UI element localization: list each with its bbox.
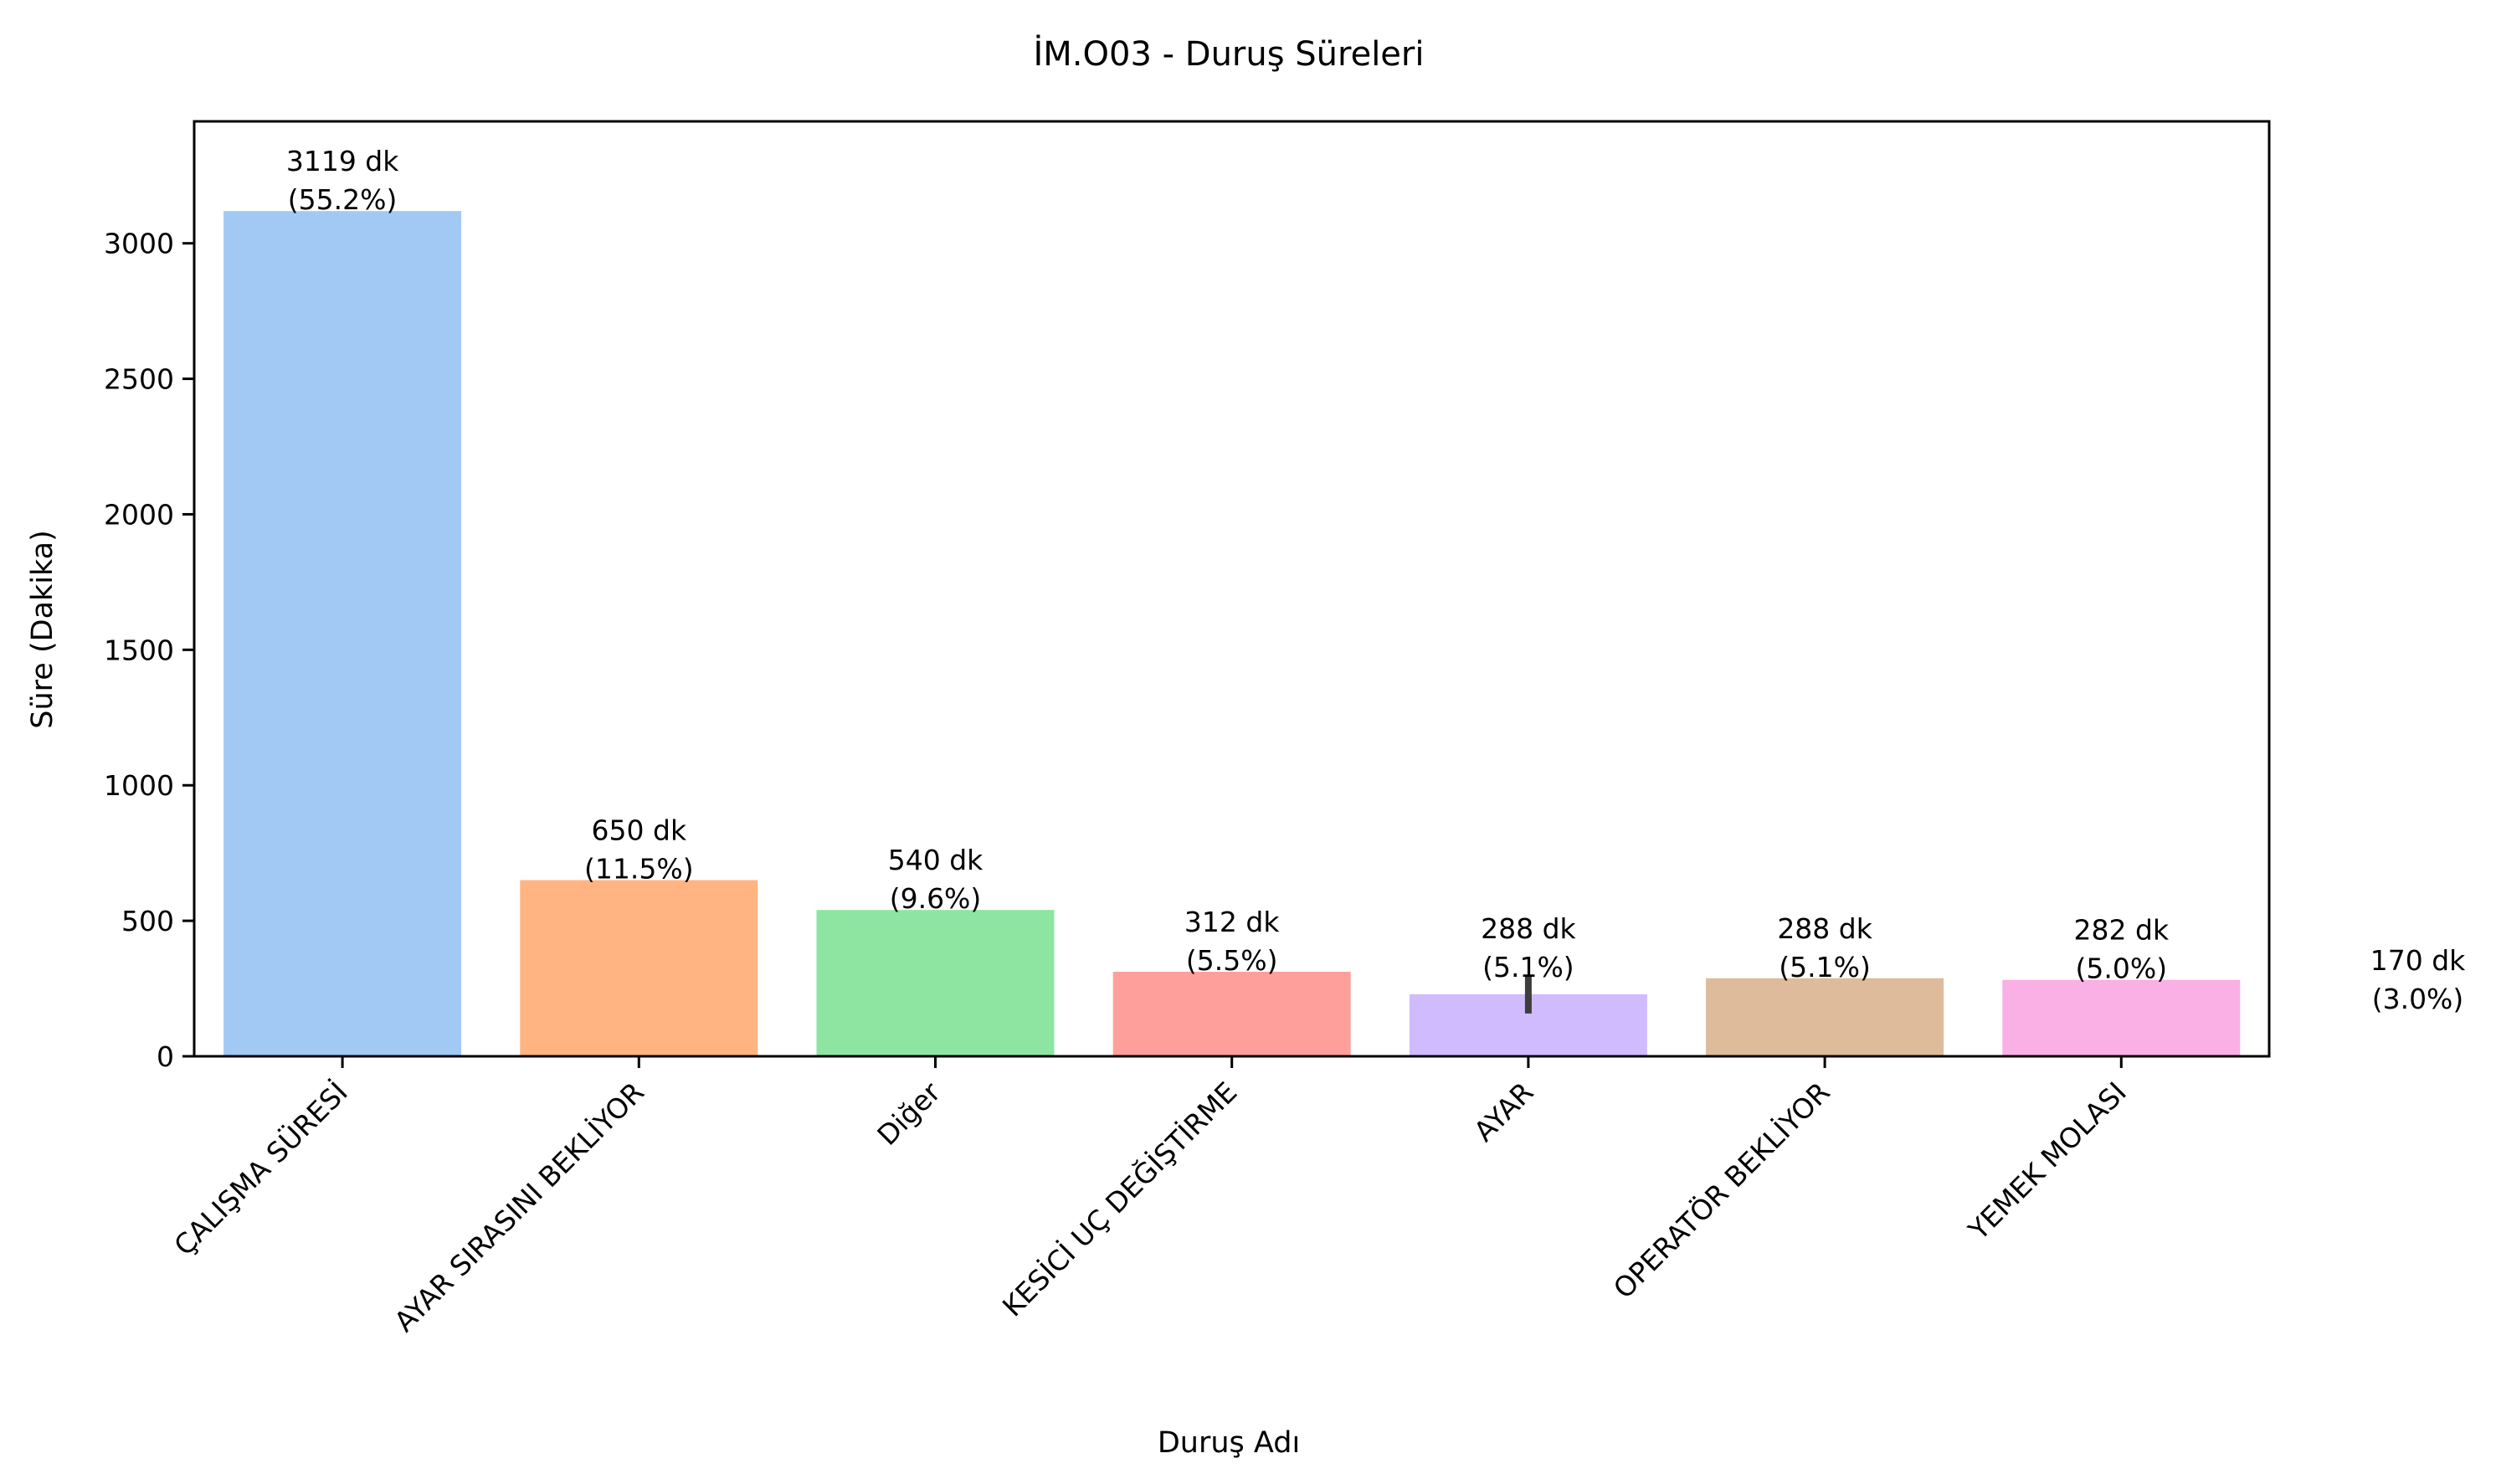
data-label-value: 288 dk [1481, 912, 1576, 945]
data-label-percent: (5.1%) [1779, 951, 1871, 983]
data-label-value: 288 dk [1777, 912, 1872, 945]
y-tick-label: 1000 [104, 769, 174, 802]
bar [223, 211, 462, 1057]
data-label-value: 312 dk [1184, 906, 1280, 938]
data-label-value: 3119 dk [286, 145, 399, 177]
bar [816, 910, 1055, 1056]
data-label-percent: (5.0%) [2076, 953, 2168, 985]
y-tick-label: 1500 [104, 634, 174, 666]
y-tick-label: 2500 [104, 363, 174, 396]
data-label-value: 650 dk [592, 814, 687, 847]
y-axis-label: Süre (Dakika) [26, 530, 59, 728]
y-tick-label: 500 [121, 905, 174, 937]
data-label-percent: (9.6%) [890, 882, 982, 915]
bar [2002, 979, 2241, 1056]
data-label-percent: (5.1%) [1482, 951, 1574, 983]
data-label-percent: (3.0%) [2372, 983, 2464, 1015]
data-label-value: 282 dk [2074, 914, 2170, 947]
y-tick-label: 0 [157, 1040, 174, 1073]
data-label-percent: (11.5%) [584, 853, 694, 886]
data-label-value: 540 dk [888, 844, 984, 876]
bar [1112, 971, 1351, 1056]
x-axis-label: Duruş Adı [1158, 1426, 1300, 1460]
data-label-percent: (55.2%) [288, 183, 398, 216]
y-tick-label: 2000 [104, 498, 174, 531]
chart-title: İM.O03 - Duruş Süreleri [1034, 33, 1425, 74]
bar [1706, 978, 1944, 1056]
data-label-percent: (5.5%) [1186, 944, 1278, 977]
y-tick-label: 3000 [104, 228, 174, 260]
data-label-value: 170 dk [2370, 944, 2466, 977]
bar [520, 880, 758, 1056]
